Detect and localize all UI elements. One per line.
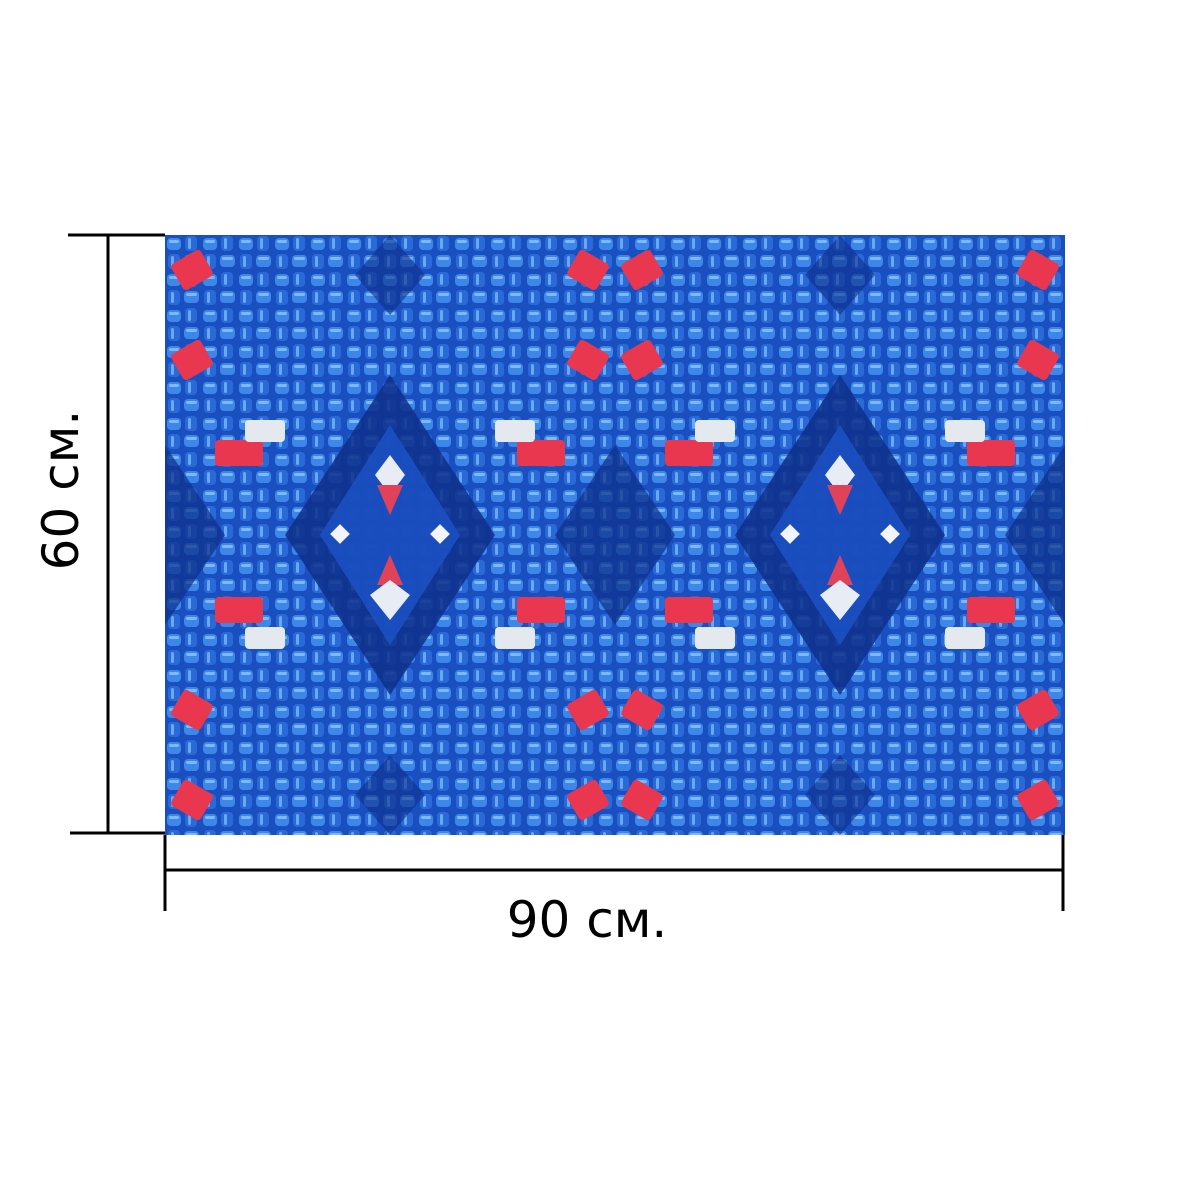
fabric-print [165,235,1065,835]
height-label: 60 см. [32,410,90,571]
height-dimension: 60 см. [32,233,165,835]
width-label: 90 см. [507,891,668,949]
kaleidoscope-motif [165,235,1065,835]
width-dimension: 90 см. [163,835,1065,949]
